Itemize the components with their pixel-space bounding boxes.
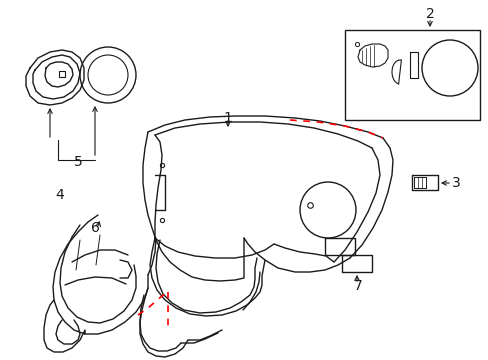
Text: 7: 7 [353, 279, 362, 293]
Text: 2: 2 [425, 7, 433, 21]
Text: 1: 1 [223, 111, 232, 125]
Text: 4: 4 [56, 188, 64, 202]
Bar [345, 30, 479, 120]
Text: 6: 6 [90, 221, 99, 235]
Text: 3: 3 [451, 176, 459, 190]
Text: 5: 5 [74, 155, 82, 169]
